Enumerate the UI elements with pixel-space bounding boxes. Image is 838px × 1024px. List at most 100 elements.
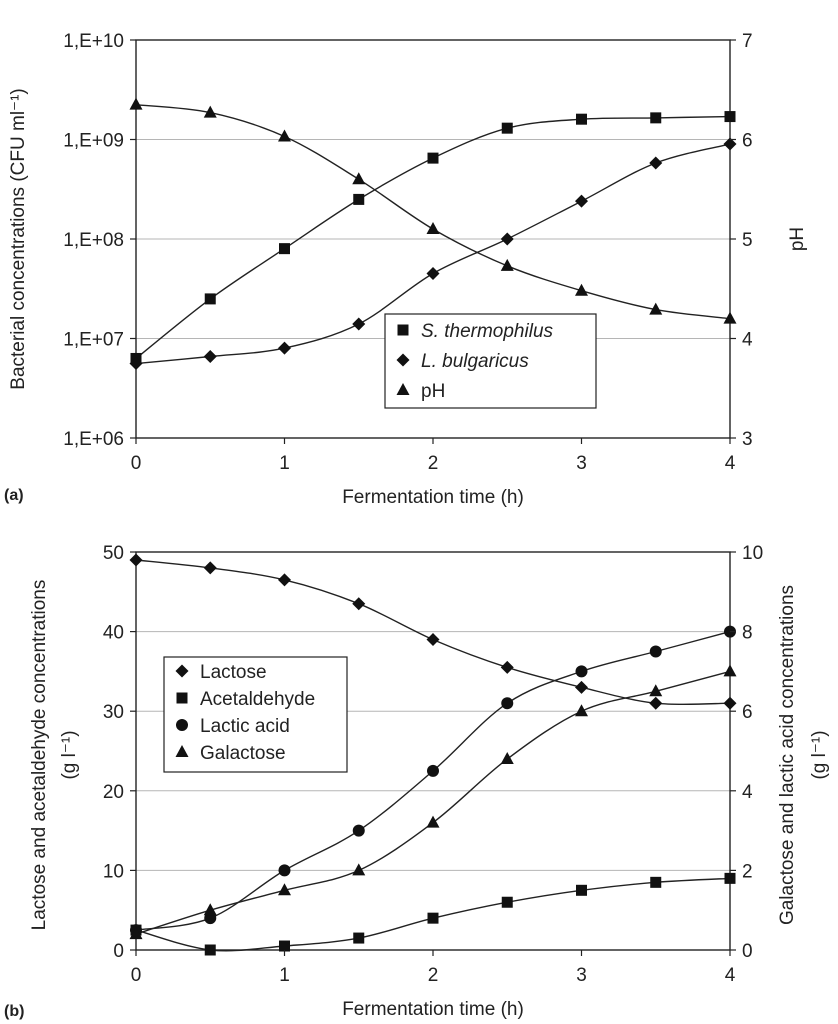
panel-a-point-s-thermophilus	[501, 122, 513, 134]
panel-b-point-galactose	[203, 903, 217, 916]
panel-a-x-tick-label: 4	[725, 453, 736, 474]
panel-a-point-ph	[723, 311, 737, 324]
panel-b-point-lactose	[278, 573, 291, 587]
panel-a-point-l-bulgaricus	[203, 349, 217, 363]
panel-b-markers	[129, 553, 737, 956]
panel-a-point-l-bulgaricus	[723, 137, 737, 151]
panel-a-point-l-bulgaricus	[278, 341, 291, 355]
panel-b-legend-box	[163, 656, 348, 773]
panel-b-left-tick-label: 50	[103, 543, 124, 564]
panel-b-point-acetaldehyde	[204, 944, 216, 956]
panel-a-right-tick-label: 7	[742, 31, 753, 52]
panel-b-legend-marker-lactose	[175, 664, 189, 678]
panel-b-x-tick-label: 1	[279, 965, 290, 986]
panel-a-point-ph	[352, 172, 366, 185]
panel-b-point-acetaldehyde	[501, 896, 513, 908]
panel-a-x-tick-label: 2	[428, 453, 439, 474]
panel-b-right-axis-title-line2: (g l⁻¹)	[809, 730, 830, 779]
panel-b-point-galactose	[426, 815, 440, 828]
panel-a-curve-ph	[135, 104, 731, 320]
panel-a-x-tick-label: 1	[279, 453, 290, 474]
panel-b-legend-label-galactose: Galactose	[200, 743, 286, 764]
panel-b-x-tick-label: 2	[428, 965, 439, 986]
panel-b-right-tick-label: 6	[742, 702, 753, 723]
panel-b-legend-marker-acetaldehyde	[176, 692, 188, 704]
panel-a-point-l-bulgaricus	[426, 267, 440, 281]
panel-a-point-s-thermophilus	[576, 113, 587, 125]
panel-b-left-tick-label: 20	[103, 782, 124, 803]
panel-a-right-tick-label: 4	[742, 330, 753, 351]
panel-b-legend-marker-lactic-acid	[176, 719, 188, 731]
panel-b-legend-label-lactose: Lactose	[200, 662, 267, 683]
panel-b-left-axis-title-line2: (g l⁻¹)	[59, 730, 80, 779]
panel-a-point-l-bulgaricus	[129, 357, 143, 371]
panel-b-point-lactic-acid	[352, 824, 365, 837]
panel-a-point-s-thermophilus	[279, 243, 290, 255]
panel-a-right-tick-label: 3	[742, 429, 753, 450]
panel-b-x-tick-label: 3	[576, 965, 587, 986]
panel-b-left-axis-title-line1: Lactose and acetaldehyde concentrations	[29, 580, 50, 931]
panel-b-point-acetaldehyde	[279, 940, 290, 952]
panel-b-tick-labels: 0 10 20 30 40 50 0 2 4 6 8 10 0 1 2 3 4	[103, 543, 763, 986]
panel-a-point-l-bulgaricus	[649, 156, 663, 170]
panel-a-left-tick-label: 1,E+06	[63, 429, 124, 450]
panel-b-point-galactose	[500, 751, 514, 764]
panel-a-point-ph	[203, 105, 217, 118]
panel-a-x-tick-label: 3	[576, 453, 587, 474]
panel-b-point-lactose	[723, 696, 737, 710]
panel-a-legend-box	[384, 313, 597, 409]
panel-a-label: (a)	[4, 487, 24, 504]
panel-b-point-galactose	[352, 863, 366, 876]
panel-b-point-lactose	[575, 680, 588, 694]
panel-a-x-axis-title: Fermentation time (h)	[342, 487, 524, 508]
panel-b-right-tick-label: 8	[742, 623, 753, 644]
panel-b-x-tick-label: 4	[725, 965, 736, 986]
panel-a-right-tick-label: 5	[742, 230, 753, 251]
panel-b-point-galactose	[278, 883, 291, 896]
panel-a-x-tick-label: 0	[131, 453, 142, 474]
panel-a-left-tick-label: 1,E+08	[63, 230, 124, 251]
panel-a-point-s-thermophilus	[427, 152, 439, 164]
panel-a-left-tick-label: 1,E+09	[63, 131, 124, 152]
panel-b-point-acetaldehyde	[427, 912, 439, 924]
panel-a-legend-marker-ph	[396, 383, 410, 395]
panel-b-right-tick-label: 4	[742, 782, 753, 803]
panel-a-legend: S. thermophilus L. bulgaricus pH	[384, 313, 597, 409]
panel-a-point-s-thermophilus	[724, 111, 736, 123]
panel-a-legend-marker-s-thermophilus	[397, 324, 409, 336]
panel-a-legend-label-l-bulgaricus: L. bulgaricus	[421, 351, 529, 372]
panel-b-point-lactose	[426, 633, 440, 647]
panel-a-left-axis-title: Bacterial concentrations (CFU ml⁻¹)	[8, 88, 29, 389]
panel-b-x-tick-label: 0	[131, 965, 142, 986]
panel-a-legend-label-ph: pH	[421, 381, 445, 402]
panel-b-point-lactose	[352, 597, 366, 611]
panel-b-left-tick-label: 10	[103, 861, 124, 882]
panel-b-x-axis-title: Fermentation time (h)	[342, 999, 524, 1020]
panel-a-point-l-bulgaricus	[575, 194, 588, 208]
panel-b-point-lactic-acid	[501, 697, 514, 710]
panel-b-legend-label-acetaldehyde: Acetaldehyde	[200, 689, 315, 710]
panel-b-right-axis-title-line1: Galactose and lactic acid concentrations	[777, 585, 798, 925]
panel-b-left-tick-label: 30	[103, 702, 124, 723]
panel-b-point-galactose	[723, 664, 737, 677]
panel-a-point-ph	[426, 222, 440, 235]
panel-b-point-galactose	[129, 927, 143, 940]
panel-b-point-lactic-acid	[427, 764, 439, 777]
panel-b-point-lactose	[649, 696, 663, 710]
panel-a-left-tick-label: 1,E+10	[63, 31, 124, 52]
panel-b-left-tick-label: 40	[103, 623, 124, 644]
panel-b-legend-label-lactic-acid: Lactic acid	[200, 716, 290, 737]
panel-a-right-tick-label: 6	[742, 131, 753, 152]
panel-a-point-ph	[129, 97, 143, 110]
panel-b-point-acetaldehyde	[724, 872, 736, 884]
panel-a-point-s-thermophilus	[353, 193, 365, 205]
panel-a-point-ph	[500, 258, 514, 271]
panel-a-right-axis-title: pH	[787, 227, 808, 251]
panel-b-legend: Lactose Acetaldehyde Lactic acid Galactose	[163, 656, 348, 773]
panel-a-point-s-thermophilus	[204, 293, 216, 305]
panel-a-curve-s-thermophilus	[135, 115, 731, 360]
panel-b-point-lactose	[500, 660, 514, 674]
